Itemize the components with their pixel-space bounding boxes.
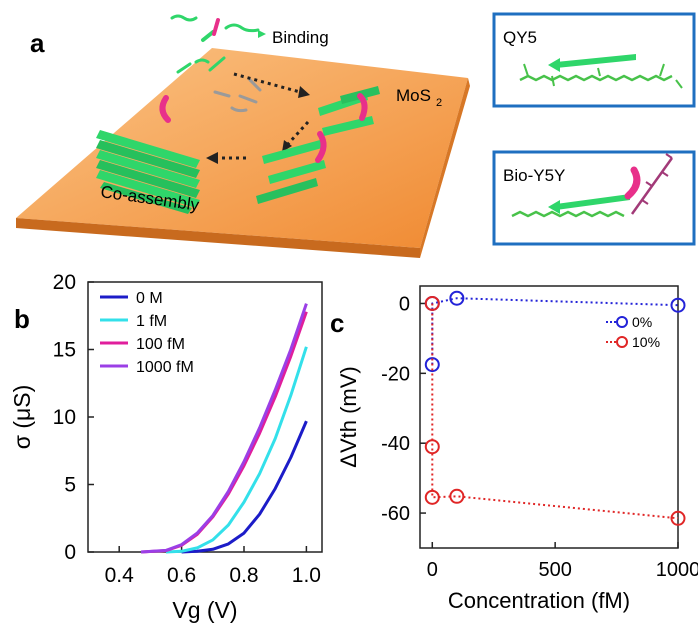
y-tick-label: -40 [381,433,410,455]
panel-c-chart: c 0 500 1000 0 -20 -40 -60 Concentration (fM) ΔVt… [330,285,698,613]
legend-label: 100 fM [136,336,185,353]
x-tick-label: 0.6 [167,564,196,587]
series-line-1-fM [165,346,308,554]
legend-label: 0 M [136,290,163,307]
y-axis-label: ΔVth (mV) [336,366,361,467]
panel-a-schematic: a Binding MoS 2 [16,12,696,258]
mos2-label: MoS [396,86,431,105]
binding-peptides [170,14,266,42]
mos2-substrate-edge-front [16,218,420,258]
binding-label: Binding [272,28,329,47]
x-tick-label: 1.0 [292,564,321,587]
y-tick-label: 10 [53,406,76,429]
x-axis-label: Concentration (fM) [448,588,630,613]
coassembly-stack [96,95,200,214]
x-tick-label: 0.4 [105,564,135,587]
y-tick-label: -60 [381,503,410,525]
data-point [670,510,686,526]
qy5-molecule [519,54,683,89]
legend-label: 1000 fM [136,359,194,376]
panel-b-chart: b 0.4 0.6 0.8 1.0 0 5 10 15 20 Vg (V) σ (μS) 0 M 1 fM… [9,271,323,623]
y-tick-label: -20 [381,363,410,385]
mos2-substrate [16,48,468,248]
data-point [449,488,465,504]
peptide-cluster-right [318,86,380,136]
data-point [424,357,440,373]
x-tick-label: 1000 [656,559,698,581]
mos2-substrate-edge-side [420,78,470,258]
peptide-cluster-lower [256,131,327,204]
series-line-0-M [181,420,308,554]
legend-label: 1 fM [136,313,167,330]
bio-y5y-molecule [511,153,674,218]
series-line-10% [431,303,679,520]
legend-swatch-marker [616,316,628,328]
data-point [424,489,440,505]
legend-swatch-marker [616,336,628,348]
inset-bio-y5y-box [492,150,696,246]
y-axis-label: σ (μS) [9,385,35,450]
assembly-arrows [216,72,310,160]
x-axis-label: Vg (V) [172,597,237,623]
data-point [424,295,440,311]
x-tick-label: 500 [538,559,571,581]
arrow-heads [206,86,310,164]
data-point [449,290,465,306]
y-tick-label: 5 [64,474,76,497]
series-line-0% [431,297,679,365]
surface-peptides [176,56,262,113]
panel-b-letter: b [14,304,30,334]
y-tick-label: 20 [53,271,76,294]
inset-bio-y5y-title: Bio-Y5Y [503,166,565,185]
legend-label: 10% [632,334,660,350]
data-point [424,439,440,455]
plot-frame [87,281,323,553]
x-tick-label: 0.8 [229,564,258,587]
x-tick-label: 0 [427,559,438,581]
series-line-1000-fM [140,303,308,554]
inset-qy5-title: QY5 [503,28,537,47]
legend-label: 0% [632,314,652,330]
y-tick-label: 0 [64,541,76,564]
y-tick-label: 0 [399,293,410,315]
panel-c-letter: c [330,308,344,338]
plot-frame [419,285,679,549]
y-tick-label: 15 [53,339,76,362]
mos2-subscript: 2 [436,97,442,109]
data-point [670,297,686,313]
panel-a-letter: a [30,28,45,58]
